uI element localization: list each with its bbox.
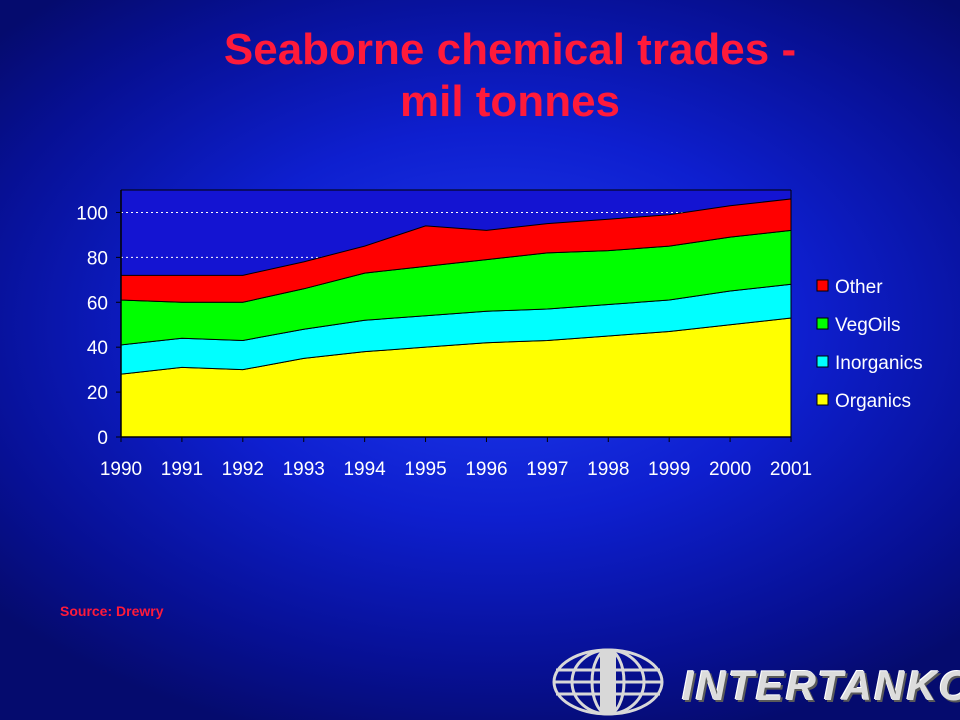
x-tick-label: 2001 bbox=[770, 459, 812, 480]
legend-label-inorganics: Inorganics bbox=[835, 353, 923, 374]
y-tick-label: 60 bbox=[87, 293, 108, 314]
axes bbox=[120, 189, 792, 438]
x-tick-label: 1992 bbox=[222, 459, 264, 480]
title-line-1: Seaborne chemical trades - bbox=[223, 25, 797, 74]
x-axis-ticks: 1990 1991 1992 1993 1994 1995 1996 1997 1998 1999… bbox=[100, 437, 812, 480]
x-tick-label: 1997 bbox=[526, 459, 568, 480]
legend-label-other: Other bbox=[835, 277, 883, 298]
x-tick-label: 1993 bbox=[283, 459, 325, 480]
x-tick-label: 1994 bbox=[343, 459, 386, 480]
y-tick-label: 80 bbox=[87, 248, 108, 269]
x-tick-label: 1999 bbox=[648, 459, 690, 480]
x-tick-label: 1998 bbox=[587, 459, 629, 480]
intertanko-logo: INTERTANKO bbox=[682, 662, 960, 709]
x-tick-label: 1996 bbox=[465, 459, 507, 480]
y-tick-label: 0 bbox=[97, 428, 108, 449]
legend-swatch-inorganics bbox=[816, 355, 829, 368]
x-tick-label: 1991 bbox=[161, 459, 203, 480]
legend-swatch-other bbox=[816, 279, 829, 292]
legend-swatch-vegoils bbox=[816, 317, 829, 330]
source-note: Source: Drewry bbox=[60, 603, 164, 619]
x-tick-label: 2000 bbox=[709, 459, 751, 480]
x-tick-label: 1995 bbox=[404, 459, 446, 480]
y-axis-ticks: 0 20 40 60 80 100 bbox=[76, 203, 121, 449]
y-tick-label: 20 bbox=[87, 383, 108, 404]
x-tick-label: 1990 bbox=[100, 459, 142, 480]
legend-label-vegoils: VegOils bbox=[835, 315, 900, 336]
chart-title: Seaborne chemical trades - mil tonnes bbox=[110, 24, 910, 128]
y-tick-label: 40 bbox=[87, 338, 108, 359]
legend-swatch-organics bbox=[816, 393, 829, 406]
title-line-2: mil tonnes bbox=[399, 77, 621, 126]
globe-icon bbox=[552, 648, 664, 716]
y-tick-label: 100 bbox=[76, 203, 108, 224]
legend: Other VegOils Inorganics Organics bbox=[816, 277, 923, 412]
legend-label-organics: Organics bbox=[835, 391, 911, 412]
